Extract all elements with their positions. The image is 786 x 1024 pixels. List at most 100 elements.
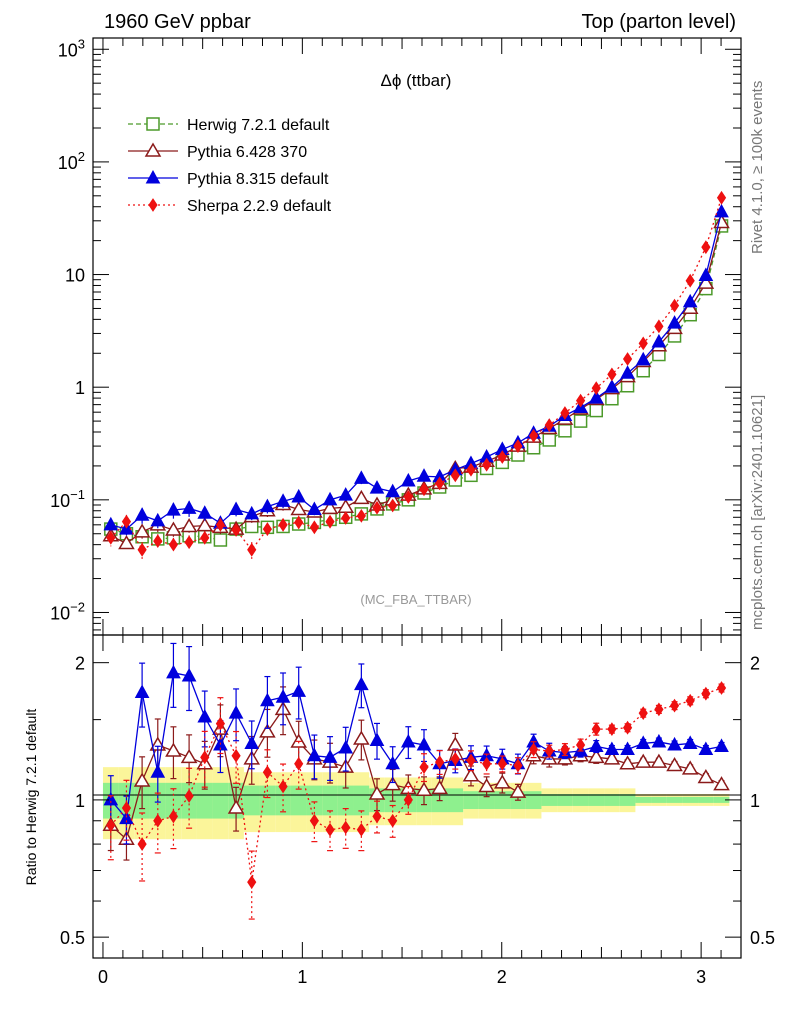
ratio-point-pythia-8-315-default xyxy=(714,738,729,752)
ratio-point-pythia-8-315-default xyxy=(682,735,698,749)
main-point-pythia-6-428-370 xyxy=(180,517,198,533)
legend: Herwig 7.2.1 default Pythia 6.428 370 Pyth… xyxy=(128,117,332,215)
ratio-point-sherpa-2-2-9-default xyxy=(215,716,226,731)
main-point-pythia-8-315-default xyxy=(150,512,166,527)
main-point-sherpa-2-2-9-default xyxy=(278,517,288,532)
inner-uncertainty-band xyxy=(290,785,307,816)
main-point-sherpa-2-2-9-default xyxy=(497,450,507,464)
ratio-y-tick-label: 2 xyxy=(75,654,85,674)
ratio-point-pythia-8-315-default xyxy=(260,692,275,707)
ratio-point-pythia-6-428-370 xyxy=(227,799,245,814)
main-point-pythia-8-315-default xyxy=(635,351,651,366)
ratio-point-sherpa-2-2-9-default xyxy=(247,875,257,890)
ratio-point-pythia-8-315-default xyxy=(119,810,134,825)
inner-uncertainty-band xyxy=(541,794,558,806)
legend-label-pythia-8-315-default: Pythia 8.315 default xyxy=(187,171,329,188)
ratio-point-sherpa-2-2-9-default xyxy=(622,720,633,735)
main-point-pythia-8-315-default xyxy=(338,487,354,501)
ratio-point-sherpa-2-2-9-default xyxy=(466,753,476,768)
main-y-tick-label: 10 xyxy=(65,266,85,286)
chart-title: Δϕ (ttbar) xyxy=(381,71,452,90)
main-point-sherpa-2-2-9-default xyxy=(654,319,664,334)
x-tick-label: 3 xyxy=(696,967,706,987)
main-point-pythia-8-315-default xyxy=(244,505,260,520)
main-point-sherpa-2-2-9-default xyxy=(716,190,727,205)
main-point-sherpa-2-2-9-default xyxy=(482,457,492,472)
legend-marker-sherpa-2-2-9-default xyxy=(148,198,158,212)
inner-uncertainty-band xyxy=(337,785,354,816)
ratio-y-label: Ratio to Herwig 7.2.1 default xyxy=(23,709,39,886)
ratio-y-tick-label-right: 1 xyxy=(750,791,760,811)
ratio-point-pythia-6-428-370 xyxy=(368,785,386,800)
main-point-sherpa-2-2-9-default xyxy=(262,522,273,536)
ratio-point-pythia-8-315-default xyxy=(651,733,667,748)
main-point-sherpa-2-2-9-default xyxy=(372,500,382,515)
ratio-y-axis: 0.5 0.5 1 1 2 2 xyxy=(60,654,775,948)
main-series-line-sherpa-2-2-9-default xyxy=(110,197,723,551)
legend-marker-pythia-8-315-default xyxy=(145,169,161,184)
main-point-pythia-8-315-default xyxy=(667,315,682,329)
rivet-version-label: Rivet 4.1.0, ≥ 100k events xyxy=(749,81,766,254)
ratio-panel: 0.5 0.5 1 1 2 2 0 1 2 3 Ratio to Herwig 7.2.1 de… xyxy=(23,634,775,987)
ratio-point-sherpa-2-2-9-default xyxy=(669,698,680,713)
main-point-pythia-8-315-default xyxy=(197,505,213,519)
ratio-point-sherpa-2-2-9-default xyxy=(654,702,664,717)
inner-uncertainty-band xyxy=(651,796,667,803)
ratio-point-pythia-8-315-default xyxy=(197,708,213,723)
main-point-sherpa-2-2-9-default xyxy=(622,352,633,366)
ratio-point-pythia-8-315-default xyxy=(291,683,307,697)
ratio-point-pythia-6-428-370 xyxy=(259,723,276,738)
main-point-sherpa-2-2-9-default xyxy=(341,511,351,525)
inner-uncertainty-band xyxy=(682,796,699,803)
main-point-sherpa-2-2-9-default xyxy=(701,240,711,255)
ratio-point-pythia-8-315-default xyxy=(400,733,416,748)
ratio-point-sherpa-2-2-9-default xyxy=(560,742,570,757)
main-point-sherpa-2-2-9-default xyxy=(591,381,601,396)
ratio-point-pythia-6-428-370 xyxy=(587,748,605,764)
main-point-sherpa-2-2-9-default xyxy=(560,406,570,420)
legend-label-herwig-7-2-1-default: Herwig 7.2.1 default xyxy=(187,117,330,134)
x-tick-label: 1 xyxy=(297,967,307,987)
x-tick-label: 2 xyxy=(497,967,507,987)
ratio-point-pythia-6-428-370 xyxy=(713,776,730,791)
inner-uncertainty-band xyxy=(557,794,573,806)
main-point-pythia-8-315-default xyxy=(651,333,667,348)
ratio-point-sherpa-2-2-9-default xyxy=(482,756,492,771)
ratio-point-pythia-8-315-default xyxy=(228,705,244,719)
ratio-y-tick-label: 1 xyxy=(75,791,85,811)
ratio-point-pythia-6-428-370 xyxy=(431,779,448,795)
ratio-series-line-pythia-8-315-default xyxy=(110,672,722,821)
main-point-pythia-8-315-default xyxy=(620,365,635,379)
main-point-pythia-8-315-default xyxy=(369,480,385,494)
main-point-sherpa-2-2-9-default xyxy=(200,530,210,545)
ratio-point-pythia-8-315-default xyxy=(385,755,401,770)
ratio-point-pythia-6-428-370 xyxy=(384,776,401,791)
ratio-point-pythia-6-428-370 xyxy=(681,760,699,775)
ratio-point-pythia-6-428-370 xyxy=(666,756,683,772)
inner-uncertainty-band xyxy=(635,796,652,803)
main-point-pythia-8-315-default xyxy=(291,488,307,503)
ratio-point-pythia-8-315-default xyxy=(698,741,714,755)
ratio-point-sherpa-2-2-9-default xyxy=(544,744,554,758)
ratio-point-pythia-8-315-default xyxy=(103,791,119,806)
main-point-pythia-8-315-default xyxy=(260,498,275,513)
mcplots-label: mcplots.cern.ch [arXiv:2401.10621] xyxy=(749,395,766,630)
main-y-tick-label: 1 xyxy=(75,378,85,398)
ratio-point-pythia-6-428-370 xyxy=(650,753,668,768)
main-point-pythia-8-315-default xyxy=(181,500,197,514)
main-point-pythia-6-428-370 xyxy=(196,517,214,532)
ratio-y-tick-label-right: 2 xyxy=(750,654,760,674)
ratio-point-sherpa-2-2-9-default xyxy=(403,793,413,807)
main-point-herwig-7-2-1-default xyxy=(589,403,603,418)
main-y-tick-label: 10−2 xyxy=(50,599,85,623)
ratio-point-pythia-8-315-default xyxy=(338,739,354,754)
main-point-sherpa-2-2-9-default xyxy=(309,520,319,535)
main-point-sherpa-2-2-9-default xyxy=(607,367,617,382)
main-series-layer xyxy=(102,190,730,559)
main-point-pythia-8-315-default xyxy=(228,501,244,516)
main-y-tick-label: 10−1 xyxy=(50,487,85,511)
ratio-point-pythia-8-315-default xyxy=(181,667,197,682)
x-axis: 0 1 2 3 xyxy=(98,635,742,987)
ratio-point-sherpa-2-2-9-default xyxy=(137,837,147,851)
inner-uncertainty-band xyxy=(447,788,464,813)
